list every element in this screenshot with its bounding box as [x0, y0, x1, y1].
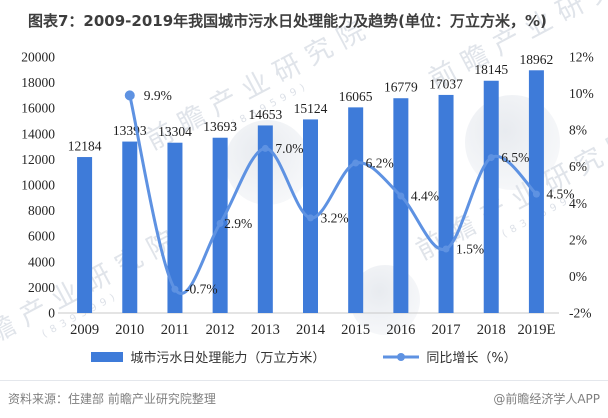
- credit-text: @前瞻经济学人APP: [493, 392, 600, 406]
- y-axis-right-tick: 8%: [569, 123, 587, 138]
- y-axis-left-tick: 12000: [21, 152, 55, 167]
- bar: [167, 142, 183, 313]
- legend-bar-swatch: [91, 351, 124, 362]
- line-marker: [442, 245, 450, 253]
- y-axis-right-tick: 2%: [569, 232, 587, 247]
- growth-value-label: 2.9%: [224, 216, 252, 231]
- bar-value-label: 16065: [339, 89, 373, 104]
- y-axis-left-tick: 10000: [21, 178, 55, 193]
- growth-value-label: 4.5%: [546, 187, 574, 202]
- bar-value-label: 18145: [474, 62, 508, 77]
- y-axis-left-tick: 4000: [28, 254, 55, 269]
- legend-item-growth: 同比增长（%）: [383, 347, 517, 366]
- y-axis-left-tick: 20000: [21, 50, 55, 65]
- x-axis-label: 2011: [161, 322, 189, 338]
- y-axis-right-tick: 4%: [569, 196, 587, 211]
- bar: [438, 94, 454, 314]
- legend-line-label: 同比增长（%）: [426, 351, 517, 366]
- growth-line: [128, 93, 538, 295]
- growth-value-label: 3.2%: [321, 210, 349, 225]
- line-marker: [171, 285, 179, 293]
- bar-value-label: 17037: [429, 76, 463, 91]
- x-axis-label: 2019E: [517, 322, 555, 338]
- growth-value-label: 9.9%: [144, 88, 172, 103]
- bar-value-label: 18962: [520, 52, 554, 67]
- line-marker: [352, 159, 360, 167]
- bar: [348, 107, 364, 313]
- line-marker: [487, 154, 495, 162]
- bar-value-label: 13304: [158, 124, 192, 139]
- y-axis-right-tick: 12%: [569, 50, 594, 65]
- x-axis-label: 2018: [477, 322, 506, 338]
- x-axis-label: 2015: [341, 322, 370, 338]
- y-axis-left-tick: 0: [48, 306, 55, 321]
- y-axis-right-tick: 6%: [569, 159, 587, 174]
- bar: [257, 125, 273, 314]
- growth-value-label: -0.7%: [185, 282, 218, 297]
- y-axis-left-tick: 8000: [28, 203, 55, 218]
- y-axis-right-tick: -2%: [569, 306, 592, 321]
- line-marker: [216, 219, 224, 227]
- bar: [393, 98, 409, 314]
- legend-line-swatch: [383, 352, 420, 361]
- chart-title: 图表7：2009-2019年我国城市污水日处理能力及趋势(单位：万立方米，%): [28, 12, 547, 30]
- bar-value-label: 14653: [248, 107, 282, 122]
- x-axis-label: 2010: [115, 322, 144, 338]
- y-axis-right-tick: 0%: [569, 269, 587, 284]
- bar-value-label: 15124: [294, 101, 328, 116]
- line-marker: [532, 190, 540, 198]
- x-axis-label: 2012: [206, 322, 235, 338]
- x-axis-label: 2016: [386, 322, 415, 338]
- bar-value-label: 12184: [68, 139, 102, 154]
- bar: [77, 157, 93, 313]
- y-axis-left-tick: 14000: [21, 126, 55, 141]
- y-axis-left-tick: 16000: [21, 101, 55, 116]
- footer: 资料来源：住建部 前瞻产业研究院整理 @前瞻经济学人APP: [0, 380, 608, 418]
- growth-value-label: 6.2%: [366, 156, 394, 171]
- bar-value-label: 16779: [384, 80, 418, 95]
- growth-value-label: 7.0%: [275, 141, 303, 156]
- y-axis-left-tick: 18000: [21, 75, 55, 90]
- line-marker: [124, 90, 135, 101]
- x-axis-label: 2013: [251, 322, 280, 338]
- bar-value-label: 13393: [113, 123, 147, 138]
- line-marker: [307, 214, 314, 222]
- y-axis-left-tick: 6000: [28, 229, 55, 244]
- bar-value-label: 13693: [203, 119, 237, 134]
- y-axis-right-tick: 10%: [569, 86, 594, 101]
- growth-value-label: 4.4%: [411, 188, 439, 203]
- legend: 城市污水日处理能力（万立方米） 同比增长（%）: [0, 347, 608, 366]
- growth-value-label: 1.5%: [456, 242, 484, 257]
- source-text: 资料来源：住建部 前瞻产业研究院整理: [8, 392, 216, 406]
- line-marker: [261, 144, 269, 152]
- x-axis-label: 2009: [70, 322, 99, 338]
- bar: [122, 141, 138, 313]
- growth-value-label: 6.5%: [501, 150, 529, 165]
- line-marker: [397, 192, 405, 200]
- bar: [483, 80, 499, 313]
- chart-canvas: 2000018000160001400012000100008000600040…: [21, 50, 594, 339]
- legend-item-capacity: 城市污水日处理能力（万立方米）: [91, 347, 325, 366]
- y-axis-left-tick: 2000: [28, 280, 55, 295]
- x-axis-label: 2014: [296, 322, 326, 338]
- legend-bar-label: 城市污水日处理能力（万立方米）: [130, 351, 326, 366]
- x-axis-label: 2017: [432, 322, 461, 338]
